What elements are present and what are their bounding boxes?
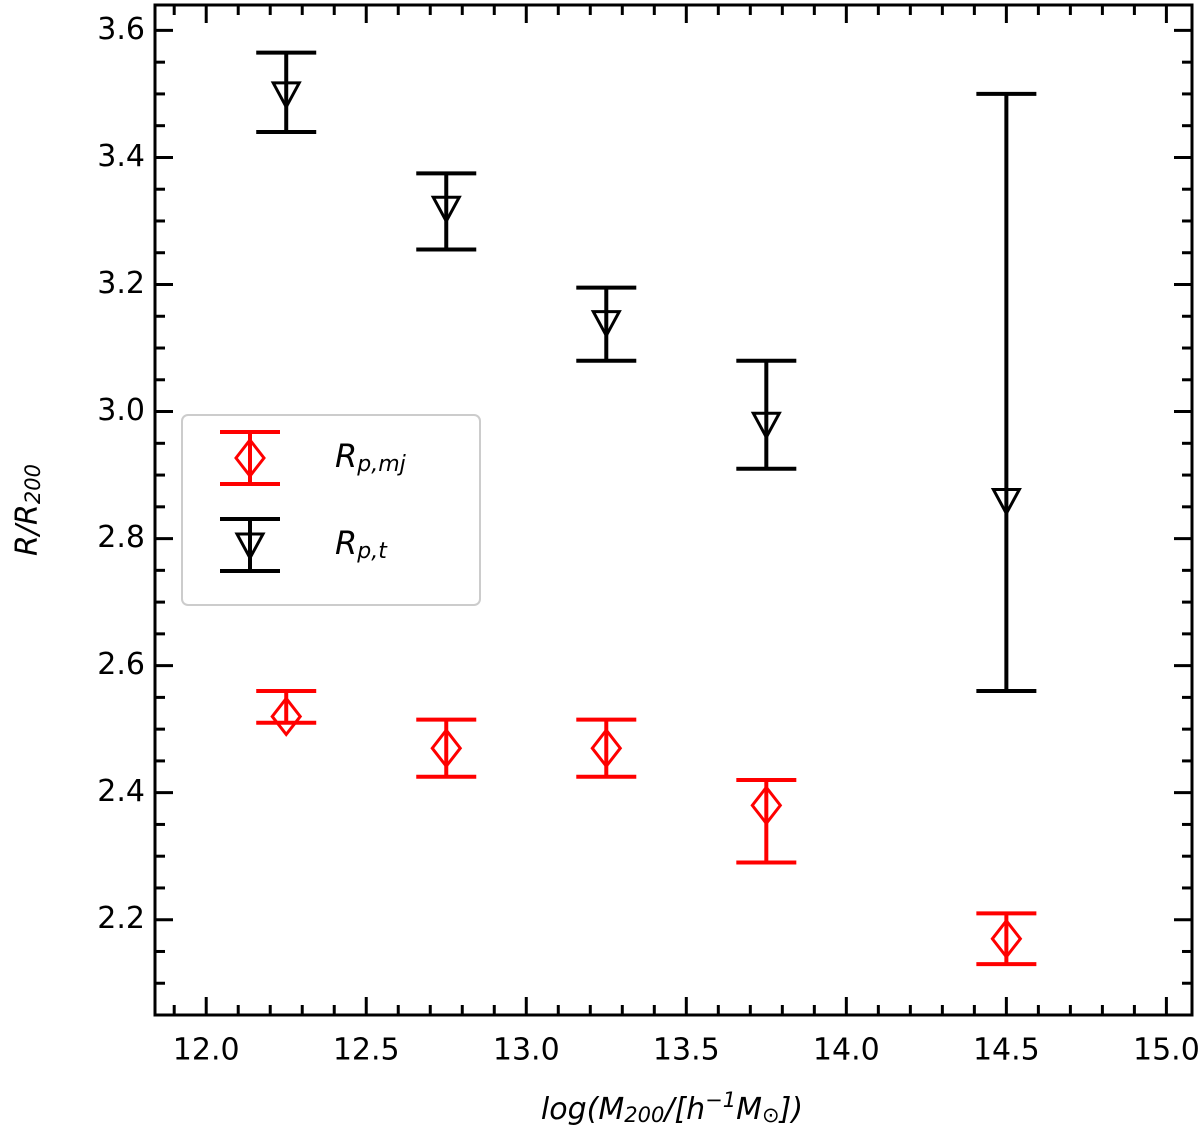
marker <box>270 696 303 737</box>
label-part: /[h <box>661 1092 705 1127</box>
marker <box>590 310 622 339</box>
legend-label-main: R <box>335 524 357 562</box>
legend-label: Rp,mj <box>335 437 407 477</box>
x-tick-label: 14.5 <box>973 1033 1040 1068</box>
x-tick-label: 14.0 <box>813 1033 880 1068</box>
label-part: R/R <box>10 504 45 556</box>
label-part: log(M <box>541 1092 624 1127</box>
y-tick-label: 2.2 <box>97 901 145 936</box>
label-part: ⊙ <box>762 1103 780 1127</box>
plot-frame <box>153 3 1194 1017</box>
y-tick-label: 2.8 <box>97 520 145 555</box>
marker <box>750 411 782 441</box>
legend-label: Rp,t <box>335 524 388 564</box>
x-tick-label: 12.0 <box>173 1033 240 1068</box>
marker <box>430 727 463 769</box>
legend-label-main: R <box>335 437 357 475</box>
y-tick-label: 2.6 <box>97 647 145 682</box>
y-tick-label: 3.6 <box>97 12 145 47</box>
label-part: 200 <box>21 464 45 504</box>
legend-marker <box>234 437 266 479</box>
label-part: 200 <box>624 1103 664 1127</box>
x-tick-label: 15.0 <box>1133 1033 1200 1068</box>
x-tick-label: 13.0 <box>493 1033 560 1068</box>
x-tick-label: 12.5 <box>333 1033 400 1068</box>
y-axis-label: R/R200 <box>10 464 46 556</box>
marker <box>750 784 783 826</box>
x-axis-label: log(M200/[h−1M⊙]) <box>541 1088 803 1128</box>
marker <box>270 81 302 111</box>
y-tick-label: 3.0 <box>97 393 145 428</box>
y-tick-label: 2.4 <box>97 774 145 809</box>
legend-label-sub: p,mj <box>356 452 406 477</box>
marker <box>990 918 1023 960</box>
label-part: −1 <box>705 1088 736 1112</box>
x-tick-label: 13.5 <box>653 1033 720 1068</box>
marker <box>990 487 1022 517</box>
legend-label-sub: p,t <box>356 539 388 564</box>
legend-marker <box>234 532 266 562</box>
y-tick-label: 3.2 <box>97 266 145 301</box>
legend-box <box>181 414 481 606</box>
y-tick-label: 3.4 <box>97 139 145 174</box>
label-part: M <box>736 1092 762 1127</box>
marker <box>590 727 623 769</box>
marker <box>430 195 462 225</box>
label-part: ]) <box>778 1092 803 1127</box>
